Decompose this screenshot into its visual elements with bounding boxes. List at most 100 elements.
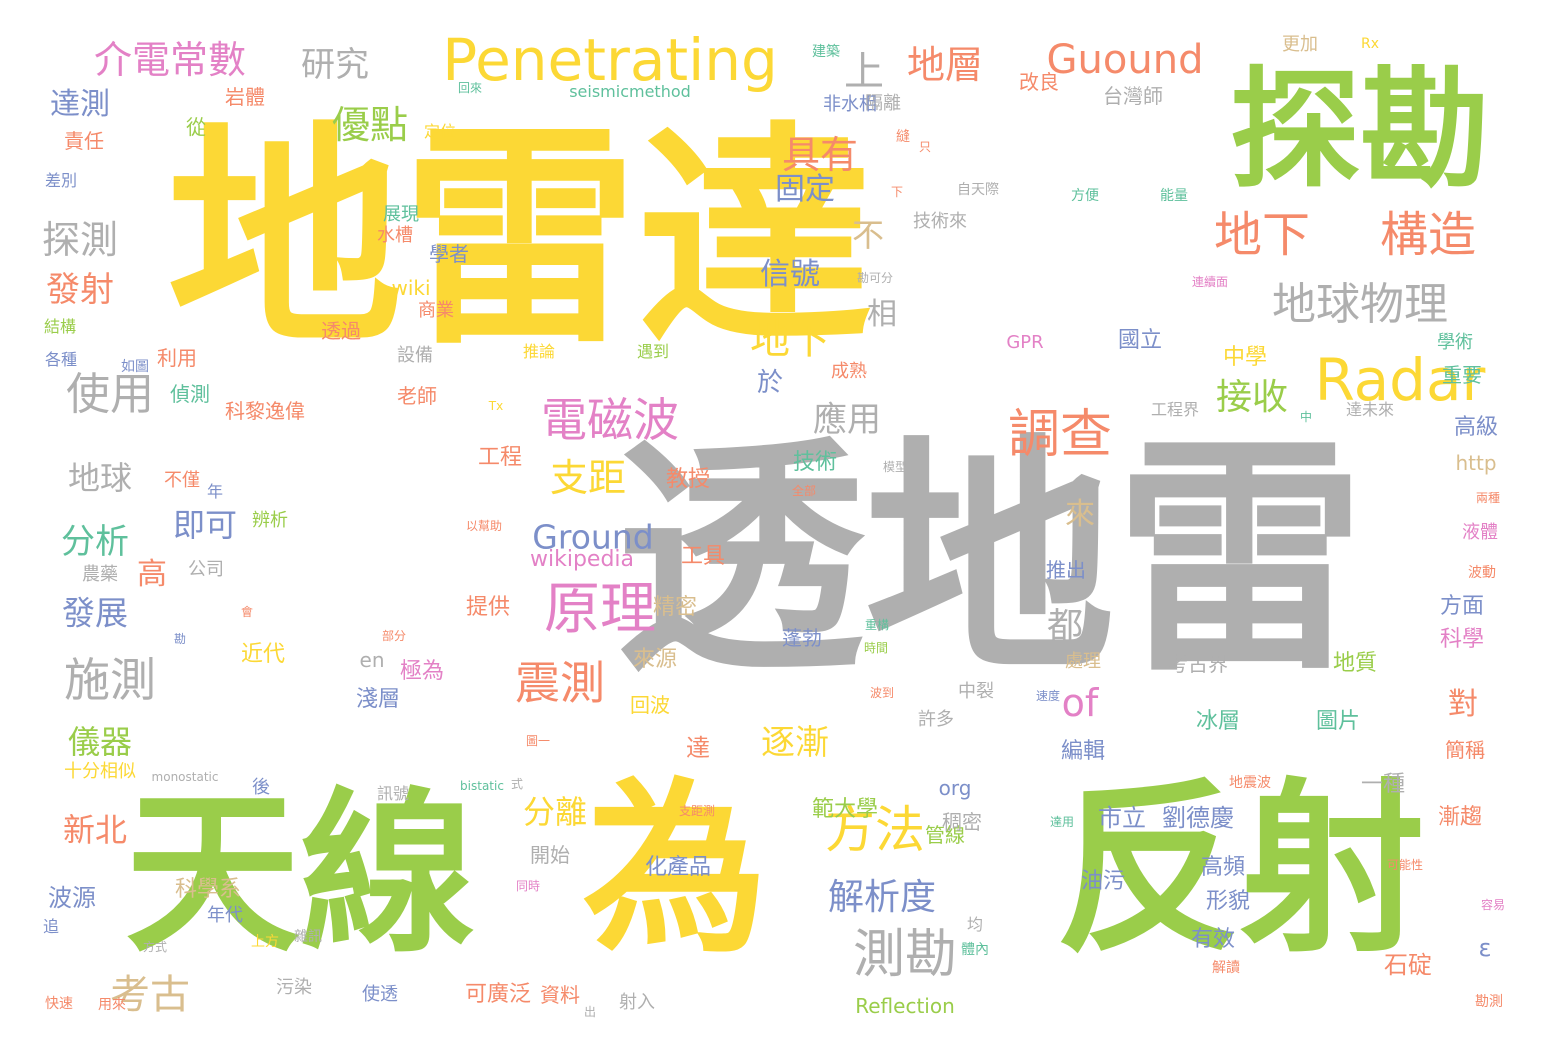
- cloud-word: 透過: [321, 319, 361, 343]
- cloud-word: 支距測: [678, 804, 716, 818]
- cloud-word: 推論: [522, 342, 556, 361]
- cloud-word: 新北: [62, 811, 128, 849]
- cloud-word: 勘測: [1475, 994, 1503, 1010]
- cloud-word: 發射: [46, 270, 114, 310]
- cloud-word: 優點: [331, 103, 409, 147]
- cloud-word: 遇到: [636, 342, 670, 361]
- cloud-word: 波到: [869, 686, 895, 700]
- cloud-word: 固定: [775, 172, 835, 207]
- cloud-word: 會: [240, 605, 254, 619]
- cloud-word: 相: [867, 297, 897, 332]
- cloud-word: 地層: [906, 43, 984, 87]
- cloud-word: 用來: [98, 997, 126, 1013]
- cloud-word: 達: [686, 734, 710, 762]
- cloud-word: 學者: [429, 242, 469, 266]
- cloud-word: 重要: [1442, 363, 1482, 387]
- cloud-word: 地雷達: [167, 103, 873, 377]
- cloud-word: 上方: [251, 934, 279, 950]
- cloud-word: 方面: [1439, 594, 1485, 619]
- cloud-word: 支距: [549, 456, 627, 500]
- cloud-word: 自天際: [957, 182, 999, 198]
- cloud-word: 定位: [423, 122, 457, 141]
- cloud-word: 可廣泛: [464, 982, 532, 1007]
- cloud-word: 各種: [44, 350, 78, 369]
- cloud-word: 同時: [515, 879, 541, 893]
- cloud-word: 可能性: [1386, 858, 1424, 872]
- cloud-word: 年: [206, 482, 224, 501]
- cloud-word: 有效: [1190, 927, 1236, 952]
- cloud-word: 達用: [1049, 815, 1075, 829]
- cloud-word: 天線: [125, 773, 475, 977]
- cloud-word: 編輯: [1060, 739, 1106, 764]
- cloud-word: 連續面: [1191, 275, 1229, 289]
- cloud-word: 地下: [1213, 207, 1311, 263]
- cloud-word: 分析: [61, 522, 129, 562]
- cloud-word: 改良: [1019, 70, 1059, 94]
- cloud-word: 漸趨: [1437, 805, 1483, 830]
- cloud-word: 公司: [188, 559, 224, 580]
- cloud-word: 勘: [173, 632, 187, 646]
- cloud-word: 考古: [110, 972, 190, 1018]
- cloud-word: 考古界: [1168, 652, 1228, 676]
- cloud-word: Rx: [1360, 36, 1380, 52]
- cloud-word: 勘可分: [856, 271, 894, 285]
- cloud-word: 施測: [64, 653, 156, 707]
- cloud-word: 圖片: [1315, 709, 1361, 734]
- cloud-word: 高頻: [1200, 855, 1246, 880]
- cloud-word: 教授: [665, 467, 711, 492]
- cloud-word: 具有: [781, 133, 859, 177]
- cloud-word: 水槽: [377, 225, 413, 246]
- cloud-word: 電磁波: [541, 393, 679, 447]
- cloud-word: 油污: [1080, 869, 1126, 894]
- cloud-word: 體內: [961, 942, 989, 958]
- cloud-word: 重構: [864, 618, 890, 632]
- cloud-word: Radar: [1314, 346, 1486, 414]
- cloud-word: 年代: [207, 905, 243, 926]
- cloud-word: Penetrating: [442, 26, 778, 94]
- cloud-word: 化產品: [644, 855, 712, 880]
- cloud-word: 不: [851, 216, 885, 254]
- cloud-word: 開始: [530, 843, 570, 867]
- cloud-word: 儀器: [67, 723, 133, 761]
- cloud-word: 石碇: [1384, 951, 1432, 979]
- cloud-word: 應用: [813, 400, 881, 440]
- cloud-word: 圖一: [525, 734, 551, 748]
- cloud-word: 能量: [1160, 188, 1188, 204]
- cloud-word: 研究: [301, 45, 369, 85]
- cloud-word: 地球: [67, 459, 133, 497]
- cloud-word: 式: [510, 777, 524, 791]
- cloud-word: 為: [582, 761, 768, 978]
- cloud-word: 高級: [1453, 415, 1499, 440]
- cloud-word: 商業: [418, 300, 454, 321]
- cloud-word: 十分相似: [64, 761, 136, 782]
- cloud-word: 科黎逸偉: [225, 399, 305, 423]
- cloud-word: 以幫助: [465, 519, 503, 533]
- cloud-word: 老師: [397, 384, 437, 408]
- cloud-word: 技術來: [913, 211, 967, 232]
- cloud-word: 追: [42, 917, 60, 936]
- cloud-word: wiki: [391, 276, 431, 300]
- cloud-word: 波源: [48, 884, 96, 912]
- cloud-word: monostatic: [151, 770, 219, 784]
- cloud-word: 雜訊: [294, 929, 322, 945]
- cloud-word: 差別: [44, 171, 78, 190]
- cloud-word: 非水相: [823, 94, 877, 115]
- cloud-word: 速度: [1035, 689, 1061, 703]
- cloud-word: 使透: [362, 984, 398, 1005]
- cloud-word: 回來: [457, 81, 483, 95]
- cloud-word: 範大學: [811, 797, 879, 822]
- cloud-word: 液體: [1462, 522, 1498, 543]
- cloud-word: 冰層: [1195, 709, 1241, 734]
- cloud-word: 地震波: [1229, 775, 1271, 791]
- cloud-word: 工具: [680, 544, 726, 569]
- cloud-word: 逐漸: [761, 723, 829, 763]
- cloud-word: 方法: [825, 801, 925, 859]
- cloud-word: 探勘: [1229, 54, 1491, 206]
- cloud-word: 一種: [1360, 772, 1406, 797]
- cloud-word: 污染: [276, 977, 312, 998]
- cloud-word: 極為: [399, 659, 445, 684]
- cloud-word: Reflection: [855, 994, 955, 1018]
- cloud-word: 測勘: [852, 925, 958, 985]
- cloud-word: 淺層: [355, 687, 401, 712]
- cloud-word: 使用: [66, 369, 154, 420]
